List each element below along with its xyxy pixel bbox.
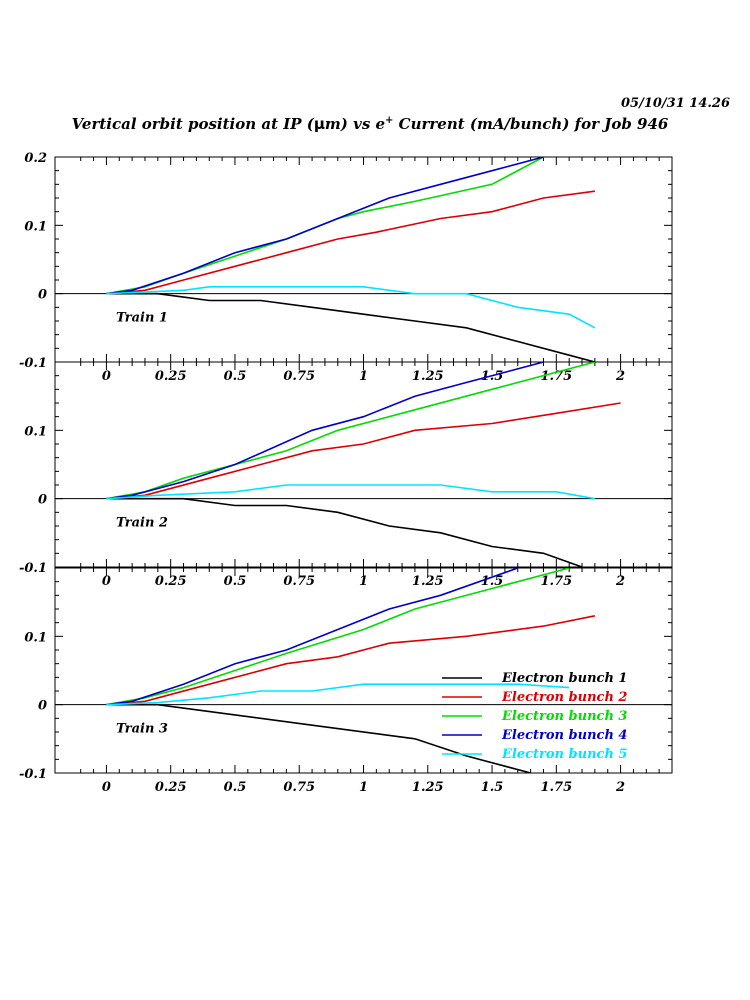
panel-frame <box>54 361 673 568</box>
x-tick-label: 0.5 <box>224 369 247 384</box>
x-tick-label: 1.25 <box>412 574 444 589</box>
series-line-bunch-5 <box>106 484 596 500</box>
timestamp: 05/10/31 14.26 <box>620 96 730 111</box>
y-tick-label: 0 <box>38 288 47 303</box>
series-line-bunch-4 <box>106 157 544 295</box>
series-line-bunch-2 <box>106 615 596 706</box>
y-tick-label: 0.1 <box>24 630 47 645</box>
x-tick-label: 0.25 <box>155 780 187 795</box>
x-tick-label: 0.75 <box>283 574 315 589</box>
legend-entry: Electron bunch 3 <box>501 709 627 724</box>
x-tick-label: 0 <box>102 369 111 384</box>
x-tick-label: 0.75 <box>283 369 315 384</box>
panel-1: 0.2 0.1 0 -0.1 0 0.25 0.5 0.75 1 1.25 1.5 1.75 2 Trai… <box>19 151 673 384</box>
legend-entry: Electron bunch 1 <box>501 671 627 686</box>
x-tick-label: 1 <box>359 780 368 795</box>
legend-entry: Electron bunch 4 <box>501 728 627 743</box>
chart-title: Vertical orbit position at IP (μm) vs e+… <box>20 115 720 133</box>
x-tick-label: 0 <box>102 574 111 589</box>
x-tick-label: 1.75 <box>540 780 572 795</box>
y-tick-label: -0.1 <box>19 767 47 782</box>
x-tick-label: 2 <box>615 369 625 384</box>
x-tick-label: 1 <box>359 574 368 589</box>
y-tick-label: 0.1 <box>24 219 47 234</box>
x-tick-label: 2 <box>615 780 625 795</box>
series-line-bunch-3 <box>106 568 570 706</box>
legend-entry: Electron bunch 2 <box>501 690 627 705</box>
legend-entry: Electron bunch 5 <box>501 747 627 762</box>
x-tick-label: 0.75 <box>283 780 315 795</box>
train-label: Train 2 <box>116 516 168 531</box>
x-tick-label: 0.5 <box>224 574 247 589</box>
x-tick-label: 1.25 <box>412 780 444 795</box>
x-tick-label: 0.25 <box>155 574 187 589</box>
title-part-2: m) vs e <box>324 115 386 133</box>
series-line-bunch-5 <box>106 285 596 329</box>
y-tick-label: 0 <box>38 493 47 508</box>
series-group <box>106 157 596 362</box>
y-tick-label: -0.1 <box>19 561 47 576</box>
train-label: Train 3 <box>116 722 168 737</box>
x-tick-label: 1.5 <box>481 369 504 384</box>
series-line-bunch-3 <box>106 362 596 500</box>
x-tick-label: 0.25 <box>155 369 187 384</box>
x-tick-label: 1.25 <box>412 369 444 384</box>
x-tick-label: 1 <box>359 369 368 384</box>
x-tick-label: 1.5 <box>481 574 504 589</box>
series-line-bunch-1 <box>106 497 583 567</box>
panel-frame <box>54 156 673 363</box>
x-tick-label: 0.5 <box>224 780 247 795</box>
train-label: Train 1 <box>116 311 168 326</box>
series-line-bunch-2 <box>106 402 621 500</box>
series-group <box>106 362 621 567</box>
legend: Electron bunch 1 Electron bunch 2 Electron… <box>442 671 627 762</box>
title-mu: μ <box>313 115 325 133</box>
series-group <box>106 568 596 773</box>
title-superscript: + <box>385 115 394 126</box>
series-line-bunch-3 <box>106 157 544 295</box>
y-tick-label: 0.1 <box>24 424 47 439</box>
x-tick-label: 1.5 <box>481 780 504 795</box>
y-tick-label: -0.1 <box>19 356 47 371</box>
x-tick-label: 1.75 <box>540 574 572 589</box>
x-tick-label: 0 <box>102 780 111 795</box>
y-tick-label: 0 <box>38 699 47 714</box>
panel-2: 0.1 0 -0.1 0 0.25 0.5 0.75 1 1.25 1.5 1.75 2 Train 2 <box>19 361 673 589</box>
panel-3: 0.1 0 -0.1 0 0.25 0.5 0.75 1 1.25 1.5 1.75 2 Train 3 <box>19 567 673 795</box>
title-part-1: Vertical orbit position at IP ( <box>71 115 314 133</box>
series-line-bunch-1 <box>106 703 531 773</box>
series-line-bunch-5 <box>106 683 570 706</box>
x-tick-label: 1.75 <box>540 369 572 384</box>
series-line-bunch-1 <box>106 292 596 362</box>
x-tick-label: 2 <box>615 574 625 589</box>
series-line-bunch-4 <box>106 568 519 706</box>
y-tick-label: 0.2 <box>24 151 47 166</box>
series-line-bunch-2 <box>106 190 596 295</box>
title-part-3: Current (mA/bunch) for Job 946 <box>393 115 669 133</box>
series-line-bunch-4 <box>106 362 544 500</box>
